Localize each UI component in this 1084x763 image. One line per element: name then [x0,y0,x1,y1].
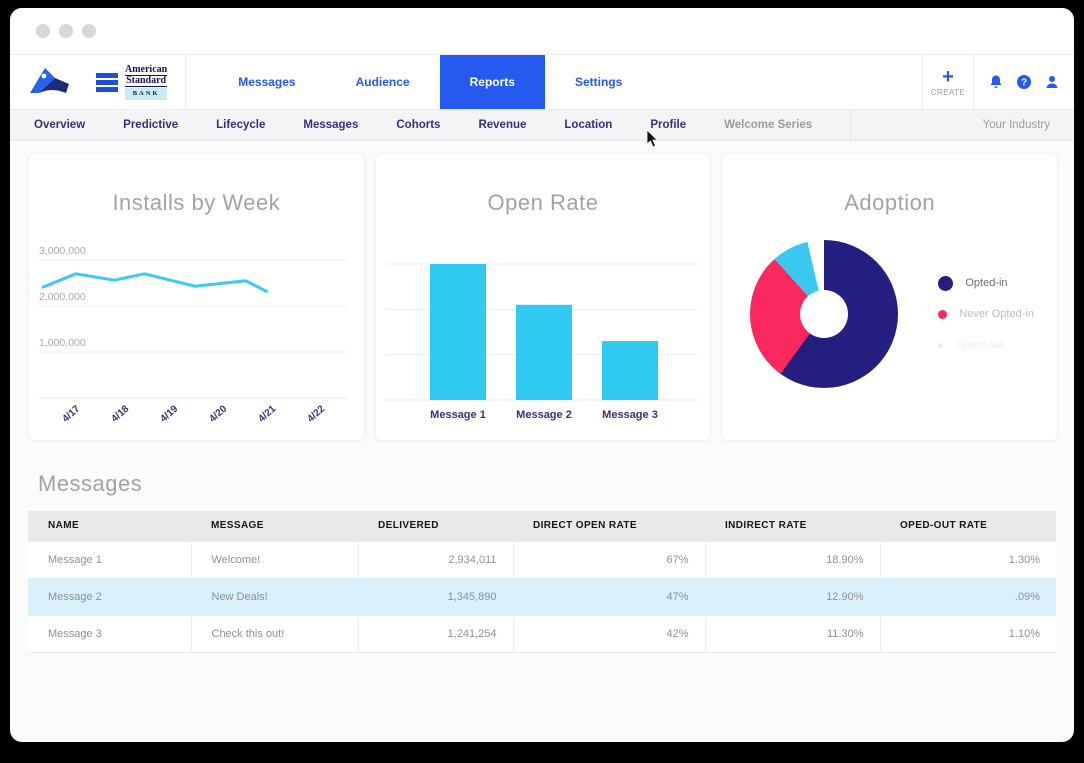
col-header-message[interactable]: MESSAGE [191,511,358,541]
create-button[interactable]: + CREATE [922,55,974,109]
reports-sub-nav: Overview Predictive Lifecycle Messages C… [10,109,1074,141]
installs-chart-title: Installs by Week [112,190,281,215]
app-logo-icon[interactable] [28,65,72,100]
cell-name: Message 1 [28,540,191,578]
nav-item-audience[interactable]: Audience [355,75,410,89]
svg-text:Message 3: Message 3 [602,409,658,421]
cell-delivered: 2,934,011 [357,540,513,578]
nav-item-settings[interactable]: Settings [574,75,623,89]
svg-text:4/17: 4/17 [61,403,83,424]
cell-delivered: 1,345,890 [357,577,513,615]
subnav-divider [850,109,852,141]
svg-text:4/21: 4/21 [257,403,279,424]
col-header-indirect-rate[interactable]: INDIRECT RATE [705,511,880,541]
cell-message: Check this out! [190,614,358,653]
svg-text:4/20: 4/20 [208,403,230,424]
svg-text:4/22: 4/22 [306,403,328,424]
table-row[interactable]: Message 1 Welcome! 2,934,011 67% 18.90% … [28,540,1056,578]
user-icon[interactable] [1044,74,1060,90]
bank-name-sub: BANK [125,87,168,100]
bank-name-line2: Standard [125,74,168,87]
cell-message: Welcome! [190,540,358,578]
subnav-item-cohorts[interactable]: Cohorts [396,119,441,131]
legend-item-never-opted-in: Never Opted-in [938,306,1034,322]
nav-item-reports[interactable]: Reports [439,55,545,109]
open-rate-bar-chart: Message 1 Message 2 Message 3 [386,263,698,421]
subnav-item-overview[interactable]: Overview [34,119,86,131]
cell-direct-open-rate: 42% [512,614,705,653]
cell-oped-out-rate: .09% [879,577,1056,615]
window-control-dot[interactable] [82,24,96,38]
plus-icon: + [942,65,954,88]
cell-indirect-rate: 12.90% [704,577,880,615]
messages-table: NAME MESSAGE DELIVERED DIRECT OPEN RATE … [28,511,1056,653]
subnav-item-revenue[interactable]: Revenue [478,119,527,131]
legend-dot-opted-in [938,275,954,291]
adoption-chart-title: Adoption [844,190,936,215]
help-icon[interactable]: ? [1016,74,1032,90]
bank-name-line1: American [125,63,168,76]
open-rate-card: Open Rate Message 1 Message 2 Message 3 [374,153,712,441]
cell-name: Message 3 [28,614,191,653]
table-row[interactable]: Message 3 Check this out! 1,241,254 42% … [28,614,1056,653]
subnav-item-location[interactable]: Location [564,119,613,131]
subnav-item-profile[interactable]: Profile [650,119,687,131]
col-header-direct-open-rate[interactable]: DIRECT OPEN RATE [513,511,705,541]
legend-item-opted-out: Opted-out [938,337,1034,353]
subnav-item-predictive[interactable]: Predictive [123,119,179,131]
cell-message: New Deals! [190,577,358,615]
svg-text:4/18: 4/18 [110,403,132,424]
svg-text:Message 1: Message 1 [430,409,486,421]
cell-indirect-rate: 11.30% [704,614,880,653]
top-nav: American Standard BANK Messages Audience… [10,55,1074,110]
nav-item-messages[interactable]: Messages [238,75,296,89]
svg-text:4/19: 4/19 [159,403,181,424]
cell-indirect-rate: 18.90% [704,540,880,578]
svg-text:?: ? [1021,78,1027,89]
subnav-item-lifecycle[interactable]: Lifecycle [216,119,266,131]
bank-flag-icon [96,72,118,92]
col-header-name[interactable]: NAME [28,511,191,541]
window-chrome [10,8,1074,55]
col-header-delivered[interactable]: DELIVERED [358,511,513,541]
table-row[interactable]: Message 2 New Deals! 1,345,890 47% 12.90… [28,577,1056,615]
col-header-oped-out-rate[interactable]: OPED-OUT RATE [880,511,1056,541]
svg-text:1,000,000: 1,000,000 [39,337,86,349]
legend-dot-never-opted-in [938,309,948,319]
subnav-item-welcome-series[interactable]: Welcome Series [724,119,813,131]
installs-line-chart: 3,000,000 2,000,000 1,000,000 4/17 4/18 4/19 4… [39,245,348,425]
cell-direct-open-rate: 47% [512,577,705,615]
svg-text:Message 2: Message 2 [516,409,572,421]
american-standard-bank-logo: American Standard BANK [96,63,168,100]
cell-oped-out-rate: 1.10% [879,614,1056,653]
bell-icon[interactable] [988,74,1004,90]
your-industry-label[interactable]: Your Industry [982,119,1050,131]
messages-section-title: Messages [38,471,143,496]
adoption-donut-chart [750,240,899,388]
table-header-row: NAME MESSAGE DELIVERED DIRECT OPEN RATE … [28,511,1056,541]
cell-direct-open-rate: 67% [512,540,705,578]
svg-text:2,000,000: 2,000,000 [39,291,86,303]
installs-by-week-card: Installs by Week 3,000,000 2,000,000 1,000… [28,153,365,441]
donut-hole [800,290,849,338]
legend-dot-opted-out [938,342,944,348]
browser-window: American Standard BANK Messages Audience… [10,8,1074,742]
svg-text:3,000,000: 3,000,000 [39,245,86,257]
subnav-item-messages[interactable]: Messages [303,119,359,131]
window-control-dot[interactable] [36,24,50,38]
primary-nav: Messages Audience Reports Settings [208,55,652,109]
adoption-legend: Opted-in Never Opted-in Opted-out [938,275,1034,353]
legend-item-opted-in: Opted-in [938,275,1034,291]
cell-delivered: 1,241,254 [357,614,513,653]
adoption-card: Adoption Opted-in Never Opted-in [721,153,1059,441]
open-rate-chart-title: Open Rate [487,190,599,215]
window-control-dot[interactable] [59,24,73,38]
brand-area: American Standard BANK [10,55,187,109]
cell-name: Message 2 [28,577,191,615]
dashboard: Installs by Week 3,000,000 2,000,000 1,000… [10,141,1074,653]
cell-oped-out-rate: 1.30% [879,540,1056,578]
